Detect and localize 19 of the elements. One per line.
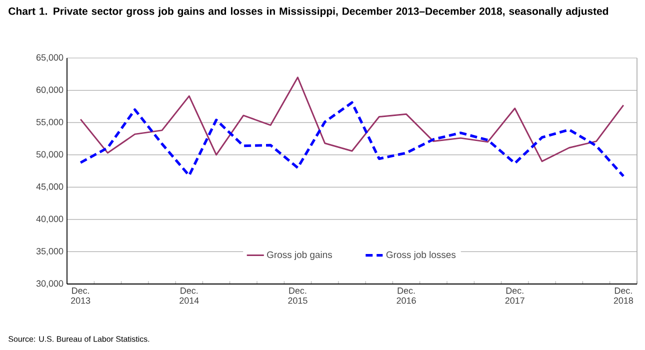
y-tick-label: 60,000	[36, 86, 64, 94]
y-tick-label: 35,000	[36, 248, 64, 256]
x-tick-label: Dec. 2018	[614, 288, 634, 304]
x-tick-label: Dec. 2015	[288, 288, 308, 304]
chart-title: Chart 1. Private sector gross job gains and losses in Mississippi, December 2013–December 2018, seasonally adjusted	[8, 7, 608, 17]
legend-label: Gross job gains	[267, 251, 332, 260]
line-series	[80, 76, 624, 162]
y-tick-label: 40,000	[36, 216, 64, 224]
y-tick-label: 55,000	[36, 118, 64, 126]
x-tick-label: Dec. 2016	[396, 288, 416, 304]
legend-label: Gross job losses	[386, 251, 456, 260]
y-tick-label: 45,000	[36, 183, 64, 191]
y-tick-label: 30,000	[36, 280, 64, 288]
x-tick-label: Dec. 2014	[180, 288, 199, 304]
x-tick-label: Dec. 2013	[71, 288, 90, 304]
y-tick-label: 65,000	[36, 54, 64, 62]
y-tick-label: 50,000	[36, 151, 64, 159]
x-tick-label: Dec. 2017	[505, 288, 524, 304]
line-series	[79, 101, 625, 178]
